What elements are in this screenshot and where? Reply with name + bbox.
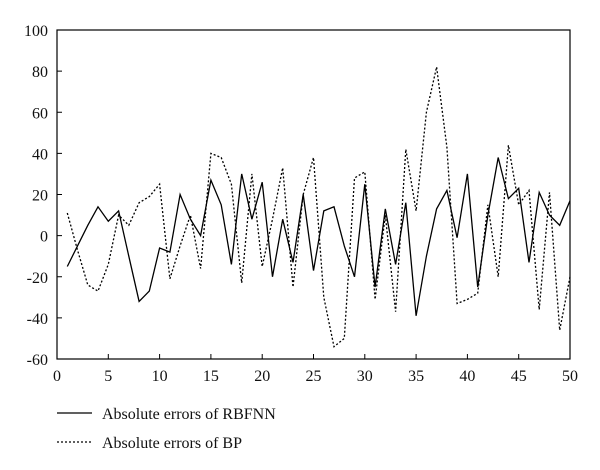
- series-lines: [66, 66, 571, 348]
- x-tick-label: 30: [357, 368, 373, 385]
- y-tick-label: 0: [40, 229, 48, 246]
- x-tick-label: 5: [104, 368, 112, 385]
- x-tick-label: 40: [459, 368, 475, 385]
- y-tick-label: -60: [27, 352, 48, 369]
- y-tick-label: 60: [32, 105, 48, 122]
- x-tick-label: 0: [53, 368, 61, 385]
- x-tick-label: 35: [408, 368, 424, 385]
- y-tick-label: -20: [27, 270, 48, 287]
- y-tick-label: -40: [27, 311, 48, 328]
- chart-axes: [56, 29, 571, 360]
- x-tick-label: 45: [511, 368, 527, 385]
- series-line-bp: [66, 66, 571, 348]
- y-tick-label: 20: [32, 188, 48, 205]
- y-tick-label: 40: [32, 146, 48, 163]
- legend-label-rbfnn: Absolute errors of RBFNN: [102, 406, 276, 423]
- y-tick-label: 80: [32, 64, 48, 81]
- plot-frame: [56, 29, 571, 360]
- legend-label-bp: Absolute errors of BP: [102, 435, 242, 452]
- x-tick-label: 25: [306, 368, 322, 385]
- tick-marks: [56, 29, 571, 360]
- y-tick-label: 100: [24, 23, 48, 40]
- x-tick-label: 10: [152, 368, 168, 385]
- x-tick-label: 20: [254, 368, 270, 385]
- tick-labels: 0 5 10 15 20 25 30 35 40 45 50 -60 -40 -20 0 20 40 60 80 10…: [24, 23, 578, 385]
- x-tick-label: 15: [203, 368, 219, 385]
- x-tick-label: 50: [562, 368, 578, 385]
- series-line-rbfnn: [66, 157, 571, 316]
- legend: Absolute errors of RBFNN Absolute errors…: [57, 406, 276, 452]
